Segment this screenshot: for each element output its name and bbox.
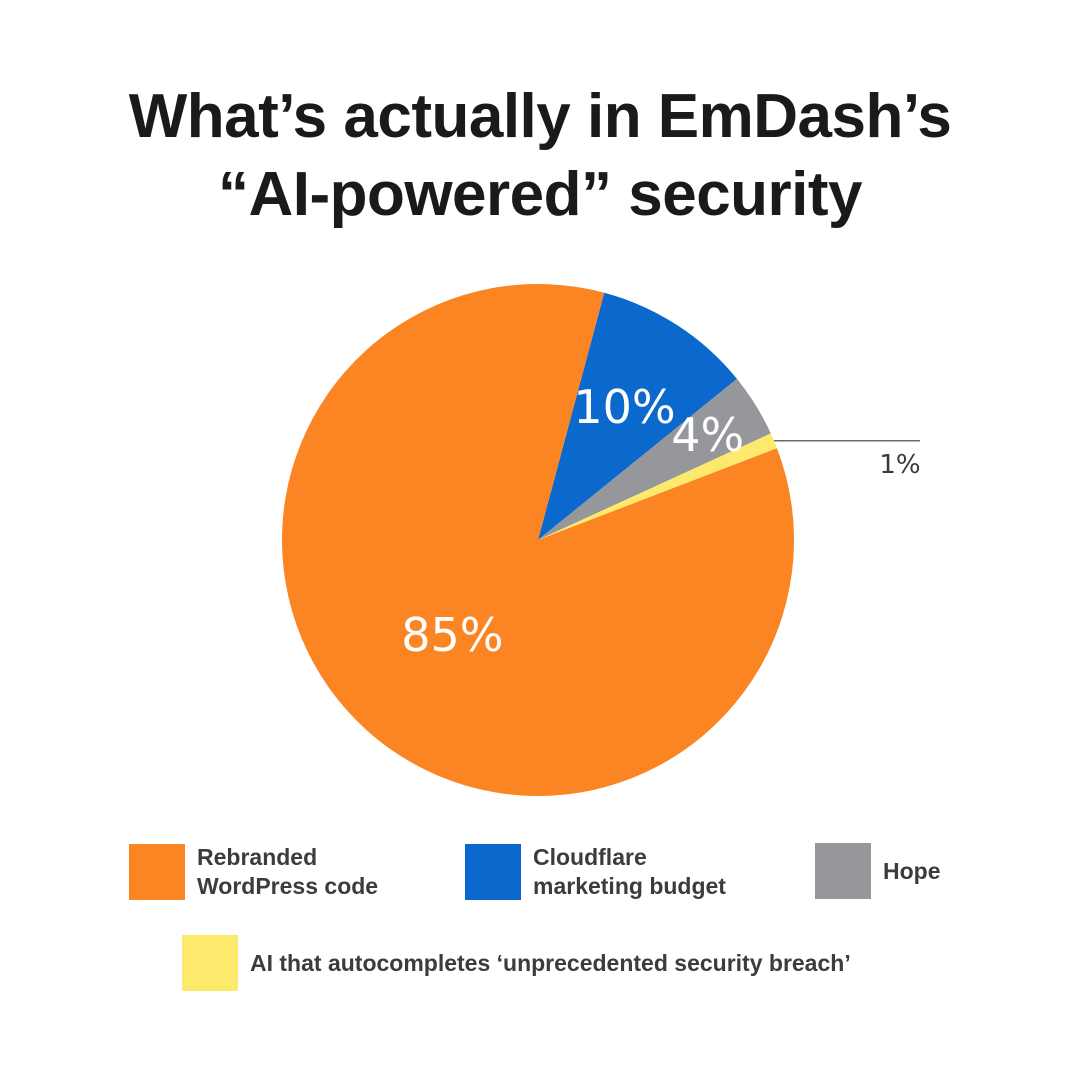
chart-title-line-1: What’s actually in EmDash’s bbox=[128, 82, 952, 151]
legend-item-cloudflare-marketing-budget: Cloudflare marketing budget bbox=[465, 843, 726, 901]
pie-slice-hope bbox=[538, 378, 771, 540]
legend-item-ai-autocompletes: AI that autocompletes ‘unprecedented sec… bbox=[182, 935, 851, 991]
legend-item-hope: Hope bbox=[815, 843, 941, 899]
legend-swatch-orange bbox=[129, 844, 185, 900]
legend-swatch-blue bbox=[465, 844, 521, 900]
chart-title: What’s actually in EmDash’s “AI-powered”… bbox=[0, 78, 1080, 234]
slice-label-rebranded-wordpress-code: 85% bbox=[401, 608, 503, 662]
legend-item-rebranded-wordpress-code: Rebranded WordPress code bbox=[129, 843, 378, 901]
legend-label: Cloudflare marketing budget bbox=[533, 844, 726, 899]
pie-slice-rebranded-wordpress-code bbox=[282, 284, 794, 796]
slice-label-cloudflare-marketing-budget: 10% bbox=[573, 380, 675, 434]
legend-label: AI that autocompletes ‘unprecedented sec… bbox=[250, 949, 851, 976]
pie-slice-ai-that-autocompletes-unprecedented-security-breach bbox=[538, 433, 777, 540]
legend-swatch-gray bbox=[815, 843, 871, 899]
legend-label: Hope bbox=[883, 857, 941, 884]
chart-title-line-2: “AI-powered” security bbox=[217, 160, 863, 229]
pie-slice-cloudflare-marketing-budget bbox=[538, 292, 737, 540]
legend-label: Rebranded WordPress code bbox=[197, 844, 379, 899]
slice-label-hope: 4% bbox=[671, 408, 744, 462]
legend-swatch-yellow bbox=[182, 935, 238, 991]
slice-label-callout: 1% bbox=[879, 450, 920, 480]
